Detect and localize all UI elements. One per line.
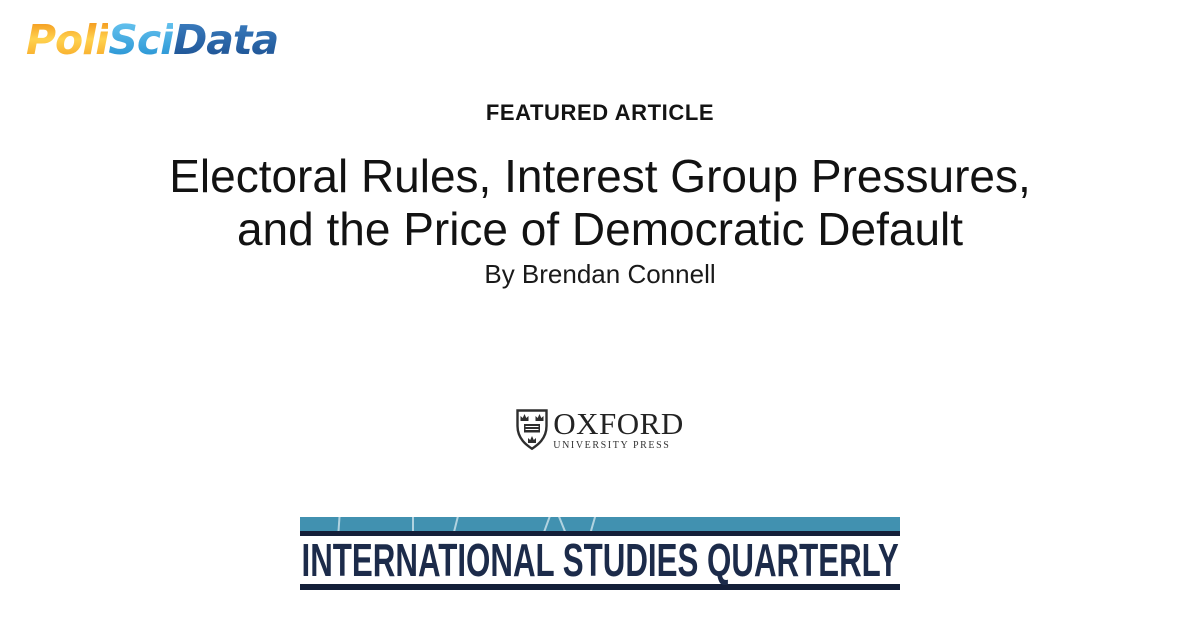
graticule-line xyxy=(452,517,460,531)
graticule-line xyxy=(542,517,552,531)
oxford-university-press-logo: OXFORD UNIVERSITY PRESS xyxy=(0,405,1200,451)
featured-article-kicker: FEATURED ARTICLE xyxy=(485,100,715,125)
journal-banner-rule-bottom xyxy=(300,584,900,590)
oxford-crest-icon xyxy=(516,409,548,451)
oxford-wordmark: OXFORD UNIVERSITY PRESS xyxy=(553,405,684,451)
publisher-imprint: UNIVERSITY PRESS xyxy=(553,439,671,451)
graticule-line xyxy=(589,517,597,531)
article-title-line-1: Electoral Rules, Interest Group Pressure… xyxy=(169,150,1031,202)
article-title: Electoral Rules, Interest Group Pressure… xyxy=(0,150,1200,256)
brand-logo: PoliSciData xyxy=(26,10,279,70)
graticule-line xyxy=(412,517,414,531)
brand-logo-part-sci: Sci xyxy=(108,16,174,64)
journal-banner: INTERNATIONAL STUDIES QUARTERLY xyxy=(300,517,900,590)
brand-logo-part-poli: Poli xyxy=(26,16,109,64)
graticule-line xyxy=(337,517,341,531)
journal-banner-rule-top xyxy=(300,531,900,536)
graticule-line xyxy=(557,517,567,531)
article-title-line-2: and the Price of Democratic Default xyxy=(236,203,964,255)
journal-name: INTERNATIONAL STUDIES QUARTERLY xyxy=(301,534,899,586)
brand-logo-part-data: Data xyxy=(173,16,279,64)
publisher-name: OXFORD xyxy=(553,405,684,441)
article-byline: By Brendan Connell xyxy=(484,259,716,289)
journal-name-strip: INTERNATIONAL STUDIES QUARTERLY xyxy=(300,534,900,586)
journal-banner-map-strip xyxy=(300,517,900,531)
